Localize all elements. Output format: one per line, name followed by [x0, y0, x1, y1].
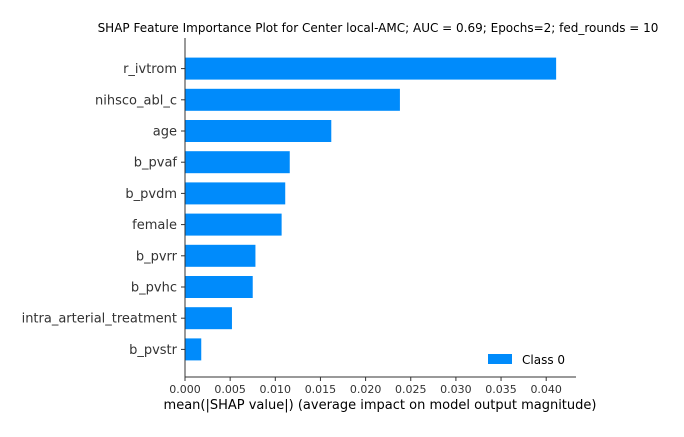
legend-swatch — [488, 354, 512, 364]
category-label: b_pvhc — [131, 281, 177, 296]
x-tick-label: 0.030 — [440, 383, 472, 396]
category-label: nihsco_abl_c — [95, 93, 177, 108]
bar-b_pvaf — [185, 151, 290, 174]
x-tick-label: 0.000 — [169, 383, 201, 396]
x-tick-label: 0.040 — [530, 383, 562, 396]
x-tick-label: 0.005 — [214, 383, 246, 396]
x-tick-label: 0.035 — [485, 383, 517, 396]
legend: Class 0 — [488, 353, 565, 367]
category-label: b_pvrr — [136, 249, 178, 264]
chart-title: SHAP Feature Importance Plot for Center … — [98, 21, 659, 35]
bar-age — [185, 120, 332, 142]
x-axis: 0.000 0.005 0.010 0.015 0.020 0.025 0.030 0.035… — [169, 38, 576, 396]
x-tick-label: 0.015 — [305, 383, 337, 396]
category-label: b_pvaf — [134, 156, 178, 171]
x-tick-label: 0.020 — [350, 383, 382, 396]
bar-b_pvrr — [185, 244, 256, 267]
bar-r_ivtrom — [185, 57, 557, 80]
bar-intra_arterial_treatment — [185, 307, 232, 330]
bar-female — [185, 213, 282, 236]
x-axis-label: mean(|SHAP value|) (average impact on mo… — [164, 398, 597, 413]
category-label: r_ivtrom — [123, 62, 177, 77]
category-label: intra_arterial_treatment — [22, 312, 177, 327]
category-label: b_pvdm — [125, 187, 177, 202]
legend-label: Class 0 — [522, 353, 565, 367]
category-label: age — [153, 125, 177, 140]
category-label: b_pvstr — [129, 343, 178, 358]
x-tick-label: 0.025 — [395, 383, 427, 396]
category-label: female — [132, 218, 177, 233]
bar-b_pvdm — [185, 182, 286, 205]
bar-b_pvhc — [185, 276, 253, 298]
bar-b_pvstr — [185, 338, 202, 361]
bars-group — [185, 57, 557, 361]
x-tick-label: 0.010 — [260, 383, 292, 396]
bar-nihsco_abl_c — [185, 88, 400, 111]
